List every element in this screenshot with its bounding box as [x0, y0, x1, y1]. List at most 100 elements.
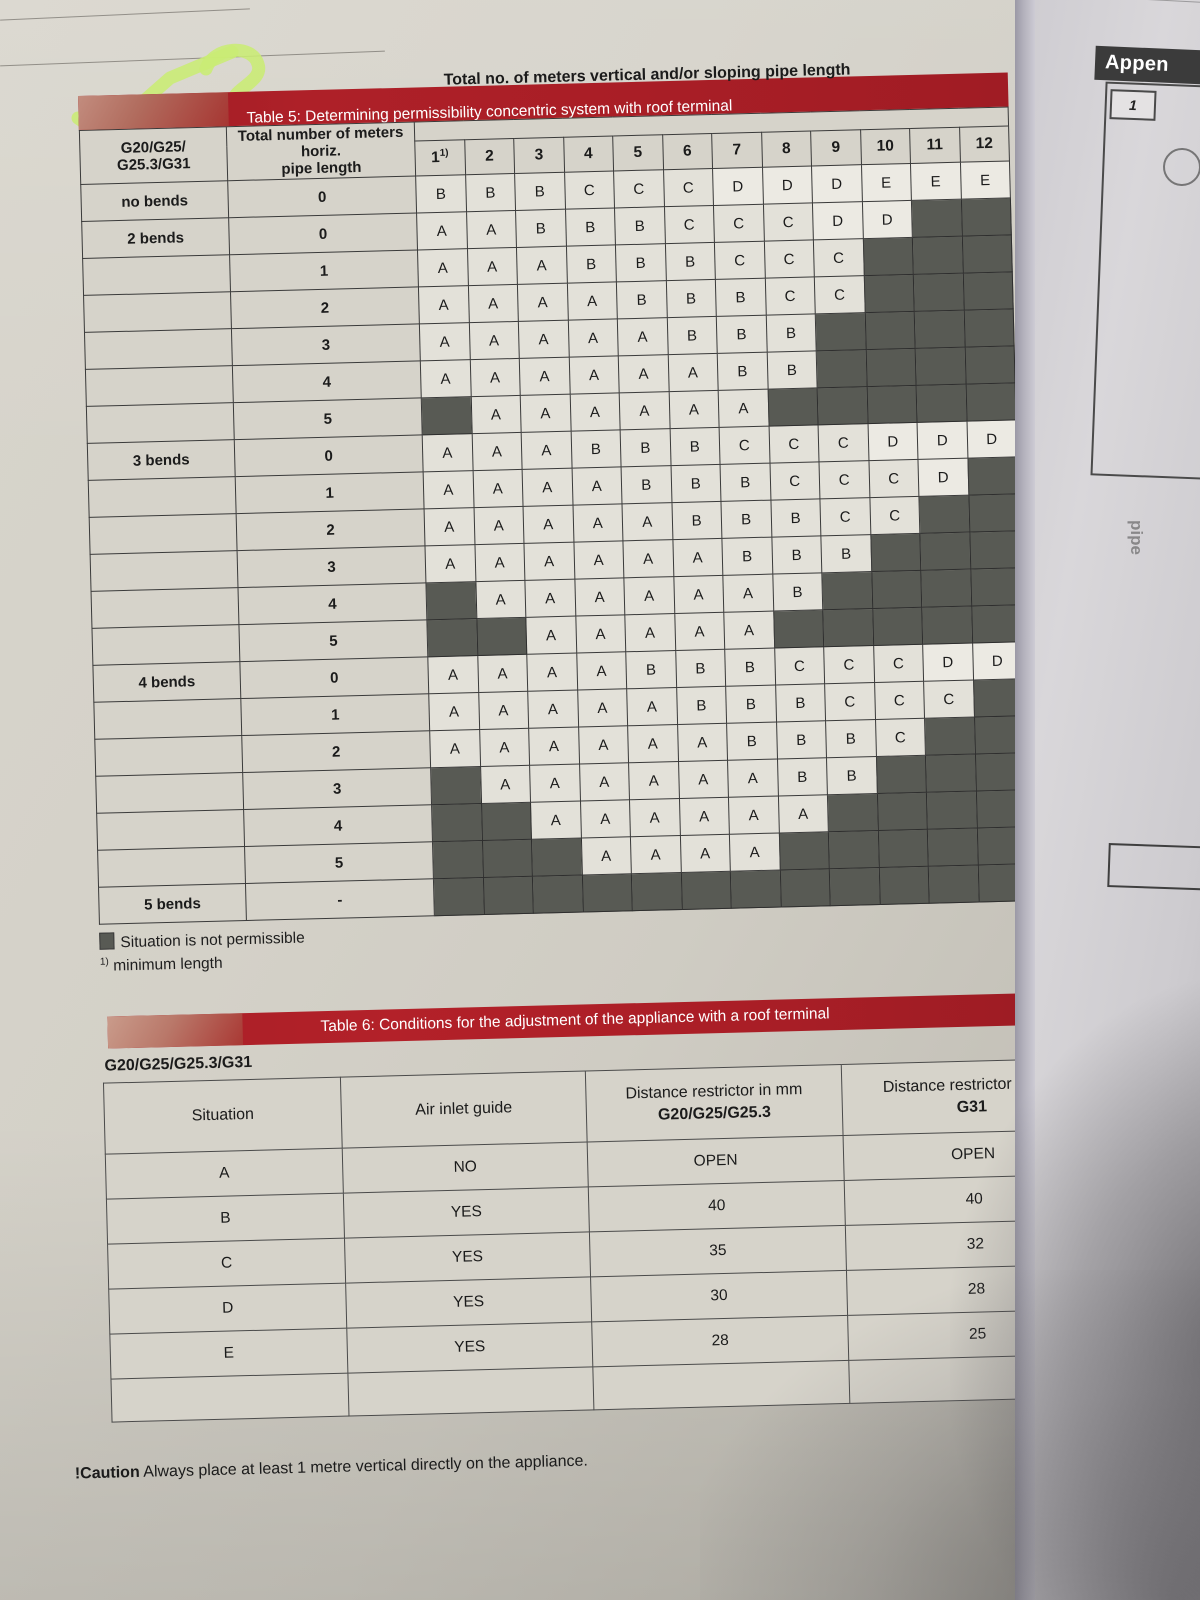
table5-row-horiz-length: 0 — [239, 656, 429, 699]
table6-col-header-1: Situation — [103, 1076, 343, 1154]
table5-cell-A: A — [678, 797, 730, 836]
table5-cell-D: D — [712, 167, 763, 206]
table5-cell-A: A — [466, 247, 518, 286]
table5-cell-not-permissible — [925, 754, 976, 793]
table5-row-bend-label — [90, 550, 238, 592]
table5-cell-not-permissible — [828, 830, 879, 869]
table6-col-header-line1: Distance restrictor in mm — [625, 1081, 803, 1103]
table5-cell-not-permissible — [821, 571, 873, 610]
table5-row-horiz-length: 3 — [237, 545, 426, 588]
table5-cell-A: A — [569, 392, 621, 432]
table5-cell-not-permissible — [866, 385, 918, 424]
table5-cell-A: A — [524, 579, 576, 618]
table5-cell-A: A — [621, 502, 673, 541]
legend-not-permissible-text: Situation is not permissible — [120, 929, 305, 952]
table5-cell-B: B — [766, 350, 818, 390]
table6-cell-situation — [110, 1372, 349, 1422]
table5-cell-C: C — [824, 682, 876, 721]
table5-cell-B: B — [772, 572, 823, 612]
table5-cell-B: B — [465, 173, 516, 212]
table5-cell-A: A — [469, 358, 521, 397]
table5-cell-A: A — [479, 728, 530, 767]
table5-cell-A: A — [672, 538, 723, 577]
table5-cell-not-permissible — [872, 607, 923, 646]
table5-cell-A: A — [617, 317, 668, 356]
table5-cell-not-permissible — [875, 755, 927, 794]
table5-cell-A: A — [518, 320, 569, 359]
right-page-side-text: pipe — [1127, 520, 1146, 555]
table5-cell-not-permissible — [916, 384, 967, 423]
page-guide-line — [0, 50, 385, 67]
table5-cell-A: A — [428, 692, 480, 731]
table5-cell-A: A — [418, 285, 469, 324]
table5-row-bend-label: no bends — [80, 180, 229, 222]
table5-cell-not-permissible — [430, 766, 482, 805]
table5-row-bend-label — [83, 291, 232, 333]
table5-cell-not-permissible — [921, 606, 973, 645]
table5-row-horiz-length: 4 — [237, 582, 427, 625]
table5-cell-A: A — [572, 503, 623, 543]
table6-col-header-line1: Situation — [191, 1105, 255, 1125]
table5-cell-not-permissible — [581, 873, 633, 912]
table5-cell-C: C — [814, 275, 865, 314]
table5-cell-D: D — [917, 458, 969, 497]
table5-cell-B: B — [776, 720, 827, 760]
table5-cell-A: A — [429, 729, 481, 768]
table6-cell-restrictor-g20: 28 — [591, 1315, 849, 1367]
table5-cell-B: B — [670, 464, 721, 503]
figure-number-badge: 1 — [1109, 89, 1157, 121]
table5-cell-not-permissible — [964, 345, 1016, 385]
table5-cell-not-permissible — [918, 495, 970, 534]
table5-cell-not-permissible — [924, 717, 975, 756]
table5-cell-E: E — [910, 162, 961, 201]
figure-frame-secondary — [1107, 843, 1200, 891]
table5-cell-A: A — [477, 654, 528, 693]
table5-cell-not-permissible — [877, 829, 929, 868]
table5-cell-C: C — [719, 426, 770, 465]
table5-cell-A: A — [519, 357, 570, 396]
table5-cell-not-permissible — [863, 274, 915, 313]
table5-col-header-1: 11) — [414, 139, 466, 176]
table5-cell-A: A — [520, 394, 571, 433]
table5-cell-B: B — [621, 465, 672, 504]
table5-cell-not-permissible — [960, 197, 1012, 237]
table5-cell-D: D — [917, 421, 968, 460]
table5-cell-not-permissible — [962, 271, 1014, 311]
table5-cell-B: B — [725, 685, 777, 724]
table5-cell-B: B — [615, 243, 666, 282]
table5-cell-not-permissible — [481, 802, 532, 841]
table5-cell-not-permissible — [913, 273, 964, 312]
table5-row-bend-label — [91, 587, 239, 629]
appendix-tab: Appen — [1094, 45, 1200, 85]
table5-cell-A: A — [466, 210, 517, 249]
table5-cell-D: D — [861, 200, 913, 239]
table5-cell-A: A — [468, 321, 520, 360]
table5-row-horiz-length: 5 — [238, 619, 428, 662]
table5-cell-not-permissible — [965, 382, 1016, 422]
table5-cell-B: B — [820, 534, 872, 573]
table5-cell-not-permissible — [773, 609, 824, 649]
table5-row-bend-label: 3 bends — [87, 439, 236, 481]
table5-cell-A: A — [416, 211, 467, 250]
table5-cell-C: C — [869, 496, 920, 535]
table5-cell-C: C — [813, 238, 864, 277]
table5: G20/G25/ G25.3/G31 Total number of meter… — [78, 61, 1029, 925]
table5-cell-B: B — [825, 719, 876, 758]
table5-cell-B: B — [565, 244, 617, 284]
table5-cell-A: A — [473, 506, 524, 545]
table5-cell-A: A — [471, 432, 523, 471]
table5-cell-D: D — [811, 164, 862, 203]
table5-cell-A: A — [574, 577, 625, 617]
right-page-edge-line — [1107, 0, 1200, 5]
table5-cell-not-permissible — [432, 840, 483, 879]
table5-cell-not-permissible — [532, 874, 583, 914]
table5-cell-A: A — [718, 389, 769, 428]
table5-row-horiz-length: 1 — [240, 693, 430, 736]
table5-cell-B: B — [669, 427, 721, 466]
table5-row-horiz-length: 4 — [243, 804, 433, 847]
caution-text: Always place at least 1 metre vertical d… — [143, 1452, 589, 1481]
table5-cell-C: C — [713, 204, 764, 243]
not-permissible-swatch-icon — [99, 932, 115, 950]
table6-cell-restrictor-g20: 30 — [590, 1270, 848, 1322]
table5-cell-not-permissible — [915, 347, 966, 386]
